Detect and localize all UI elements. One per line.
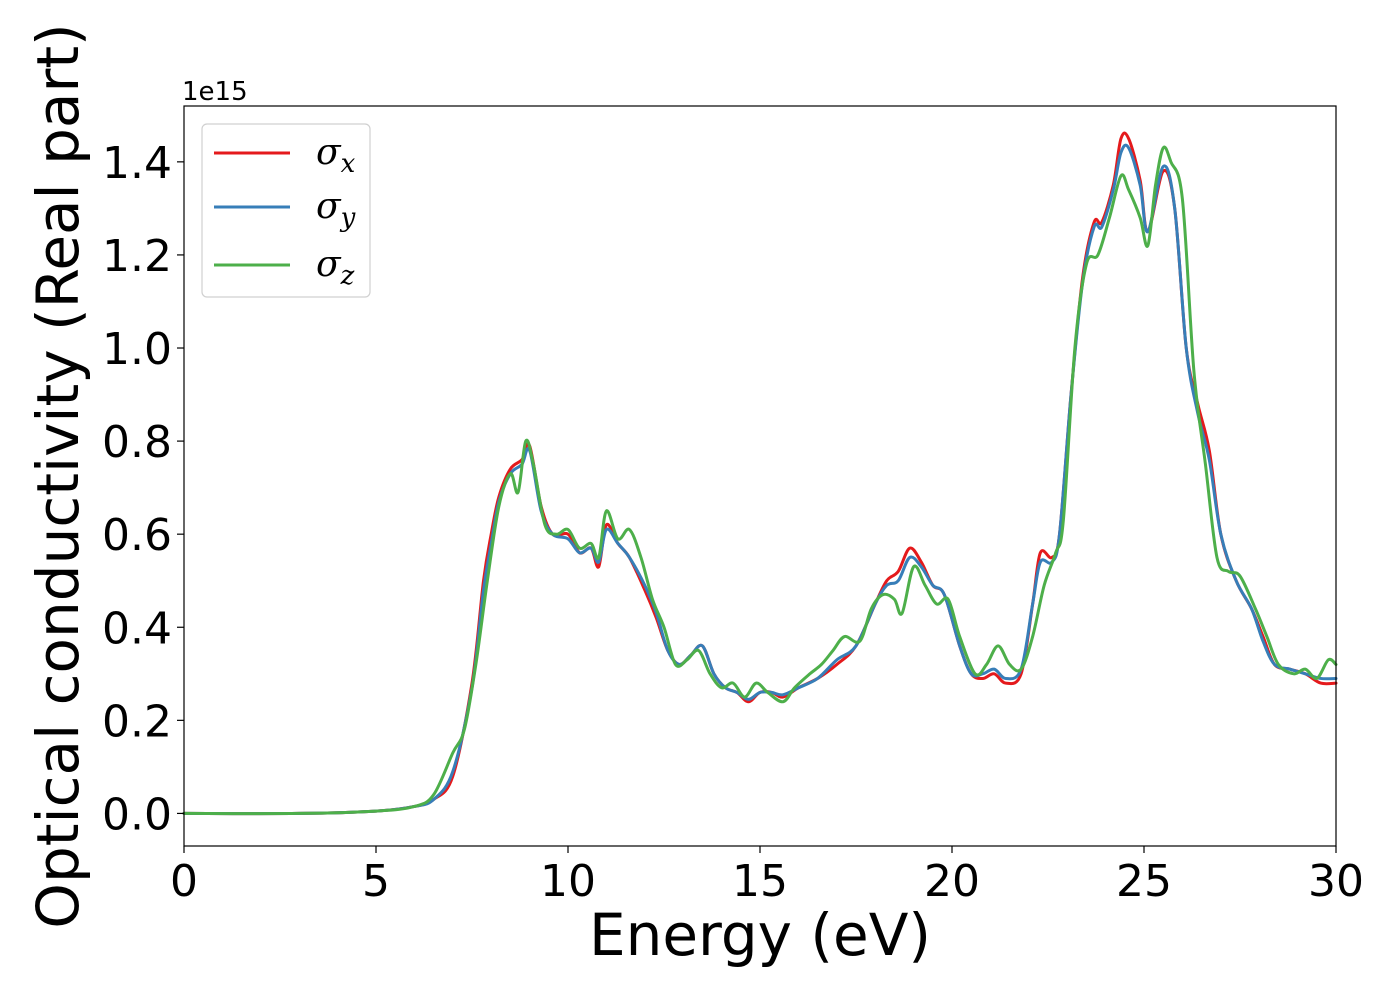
y-axis: 0.0 0.2 0.4 0.6 0.8 1.0 1.2 1.4 [102,138,184,840]
series-line-z [182,145,1338,816]
legend-box [201,123,371,298]
y-tick-label: 0.2 [102,696,172,747]
legend: σx σy σz [201,123,371,298]
x-tick-label: 5 [362,856,390,907]
legend-label-y: σy [316,186,356,233]
x-axis: 0 5 10 15 20 25 30 [170,846,1364,907]
x-tick-label: 10 [540,856,596,907]
legend-label-z: σz [316,244,355,291]
y-tick-label: 1.0 [102,324,172,375]
y-tick-label: 1.4 [102,138,172,189]
y-tick-label: 0.8 [102,417,172,468]
x-tick-label: 20 [924,856,980,907]
legend-label-x: σx [316,132,356,179]
x-tick-label: 25 [1116,856,1172,907]
y-tick-label: 0.4 [102,603,172,654]
y-tick-label: 0.0 [102,789,172,840]
y-axis-label: Optical conductivity (Real part) [24,23,92,928]
x-axis-label: Energy (eV) [589,901,931,969]
y-tick-label: 1.2 [102,231,172,282]
y-tick-label: 0.6 [102,510,172,561]
x-tick-label: 30 [1308,856,1364,907]
y-offset-label: 1e15 [182,77,248,107]
legend-entries: σx σy σz [214,132,356,291]
x-tick-label: 0 [170,856,198,907]
plot-lines [182,131,1338,816]
x-tick-label: 15 [732,856,788,907]
